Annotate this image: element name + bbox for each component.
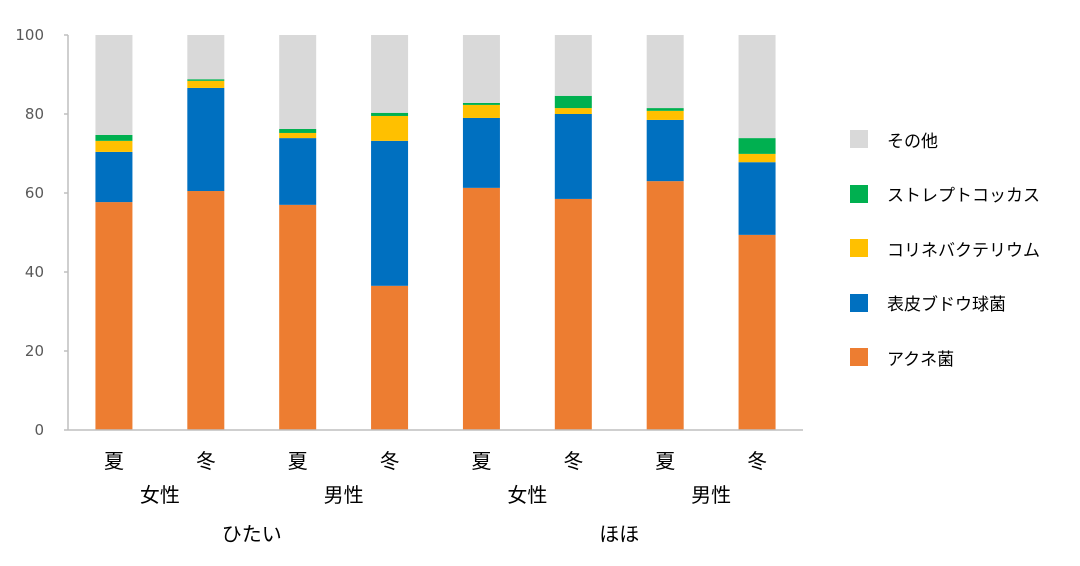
x-axis: 夏冬夏冬夏冬夏冬女性 男性 女性 男性ひたい ほほ <box>68 429 803 546</box>
bar-segment <box>646 35 684 109</box>
legend-label: その他 <box>887 131 938 152</box>
bar-segment <box>554 198 592 430</box>
legend-item-acnes: アクネ菌 <box>850 330 1040 385</box>
bar-segment <box>738 162 776 235</box>
legend-item-other: その他 <box>850 112 1040 167</box>
bar-segment <box>554 95 592 109</box>
bar-segment <box>279 129 317 133</box>
legend-label: コリネバクテリウム <box>887 240 1040 261</box>
legend-item-staph-epidermidis: 表皮ブドウ球菌 <box>850 276 1040 331</box>
bar-segment <box>554 108 592 114</box>
y-tick-label: 20 <box>25 342 44 360</box>
legend: その他 ストレプトコッカス コリネバクテリウム 表皮ブドウ球菌 アクネ菌 <box>850 112 1040 385</box>
legend-item-streptococcus: ストレプトコッカス <box>850 167 1040 222</box>
legend-swatch-other <box>850 130 868 149</box>
legend-label: アクネ菌 <box>887 349 955 370</box>
bar-segment <box>187 79 225 81</box>
bar-segment <box>371 115 409 141</box>
bar-segment <box>462 117 500 188</box>
bars <box>95 35 776 430</box>
bar-segment <box>279 204 317 430</box>
y-axis: 0 20 40 60 80 100 <box>15 26 69 439</box>
x-group-label-gender: 女性 <box>140 483 180 507</box>
x-category-label: 夏 <box>471 449 491 473</box>
bar-segment <box>738 35 776 139</box>
bar-segment <box>646 108 684 111</box>
bar-segment <box>279 138 317 205</box>
bar-segment <box>738 234 776 430</box>
bar-segment <box>462 187 500 430</box>
bar-segment <box>371 112 409 116</box>
x-category-label: 冬 <box>563 449 583 473</box>
legend-item-corynebacterium: コリネバクテリウム <box>850 221 1040 276</box>
x-category-label: 夏 <box>288 449 308 473</box>
bar-segment <box>646 110 684 120</box>
y-tick-label: 80 <box>25 105 44 123</box>
bar-segment <box>95 35 133 135</box>
x-category-label: 冬 <box>380 449 400 473</box>
bar-segment <box>371 140 409 286</box>
legend-swatch-corynebacterium <box>850 239 868 258</box>
bar-segment <box>462 102 500 105</box>
x-group-label-gender: 男性 <box>691 483 731 507</box>
bar-segment <box>738 138 776 154</box>
legend-swatch-streptococcus <box>850 184 868 203</box>
legend-label: ストレプトコッカス <box>887 186 1040 207</box>
bar-segment <box>187 35 225 80</box>
bar-segment <box>95 140 133 152</box>
legend-swatch-staph-epidermidis <box>850 293 868 312</box>
bar-segment <box>279 35 317 130</box>
bar-segment <box>462 104 500 118</box>
legend-swatch-acnes <box>850 348 868 367</box>
legend-label: 表皮ブドウ球菌 <box>887 295 1006 316</box>
x-group-label-gender: 女性 <box>507 483 547 507</box>
x-category-label: 夏 <box>655 449 675 473</box>
x-group-label-gender: 男性 <box>324 483 364 507</box>
y-tick-label: 0 <box>34 421 44 439</box>
bar-segment <box>95 202 133 430</box>
bar-segment <box>554 35 592 96</box>
x-group-label-region: ひたい <box>222 522 282 546</box>
bar-segment <box>646 119 684 182</box>
bar-segment <box>187 191 225 430</box>
y-tick-label: 100 <box>15 26 44 44</box>
bar-segment <box>187 87 225 192</box>
bar-segment <box>371 35 409 113</box>
bar-segment <box>279 132 317 139</box>
x-category-label: 夏 <box>104 449 124 473</box>
x-category-label: 冬 <box>196 449 216 473</box>
bar-segment <box>187 80 225 88</box>
x-group-label-region: ほほ <box>599 522 639 546</box>
x-category-label: 冬 <box>747 449 767 473</box>
bar-segment <box>462 35 500 103</box>
bar-segment <box>371 285 409 430</box>
bar-segment <box>95 151 133 203</box>
y-tick-label: 60 <box>25 184 44 202</box>
bar-segment <box>554 114 592 199</box>
bar-segment <box>95 134 133 141</box>
y-tick-label: 40 <box>25 263 44 281</box>
bar-segment <box>738 153 776 163</box>
bar-segment <box>646 181 684 430</box>
